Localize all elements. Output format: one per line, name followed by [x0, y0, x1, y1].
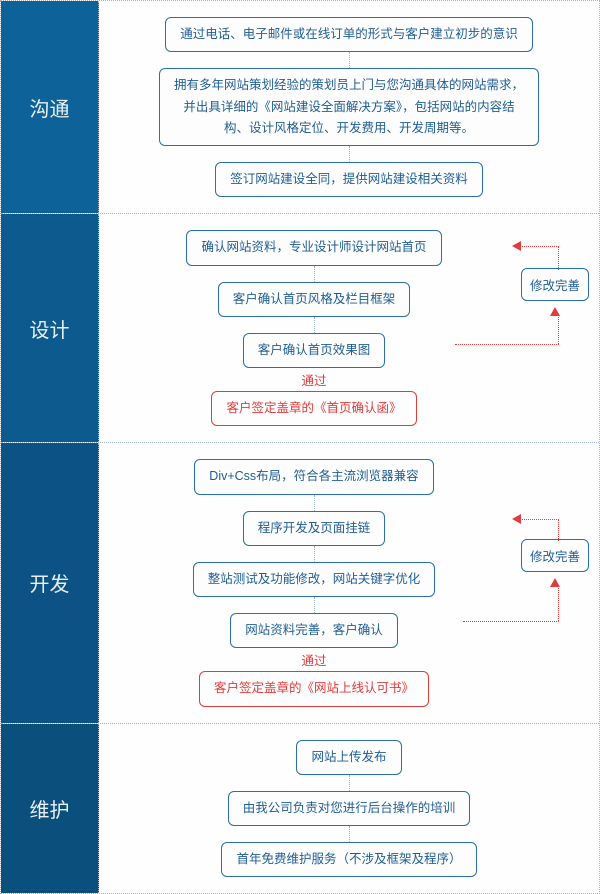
feedback-line [558, 314, 559, 344]
node-c3: 签订网站建设全同，提供网站建设相关资料 [215, 162, 483, 197]
edge [349, 826, 350, 842]
edge [349, 775, 350, 791]
stage-label-text: 开发 [30, 568, 70, 597]
stage-label-text: 设计 [30, 314, 70, 343]
feedback-line [519, 519, 559, 520]
node-c1: 通过电话、电子邮件或在线订单的形式与客户建立初步的意识 [165, 17, 533, 52]
feedback-design: 修改完善 [521, 268, 589, 316]
node-e2: 程序开发及页面挂链 [243, 511, 386, 546]
node-d4: 客户签定盖章的《首页确认函》 [211, 391, 416, 426]
stage-content-design: 确认网站资料，专业设计师设计网站首页 客户确认首页风格及栏目框架 客户确认首页效… [99, 214, 599, 442]
node-m1: 网站上传发布 [296, 740, 401, 775]
node-c2: 拥有多年网站策划经验的策划员上门与您沟通具体的网站需求，并出具详细的《网站建设全… [159, 68, 539, 146]
node-m2: 由我公司负责对您进行后台操作的培训 [228, 791, 471, 826]
stage-content-communication: 通过电话、电子邮件或在线订单的形式与客户建立初步的意识 拥有多年网站策划经验的策… [99, 1, 599, 213]
edge [314, 546, 315, 562]
node-d1: 确认网站资料，专业设计师设计网站首页 [186, 230, 441, 265]
stage-label-maintenance: 维护 [1, 724, 99, 894]
edge [349, 52, 350, 68]
node-e3: 整站测试及功能修改，网站关键字优化 [193, 562, 436, 597]
feedback-line [558, 519, 559, 541]
stage-label-text: 维护 [30, 794, 70, 823]
stage-label-text: 沟通 [30, 93, 70, 122]
edge [314, 597, 315, 613]
stage-label-development: 开发 [1, 443, 99, 722]
node-d3: 客户确认首页效果图 [243, 333, 386, 368]
node-e5: 客户签定盖章的《网站上线认可书》 [199, 671, 429, 706]
feedback-line [558, 246, 559, 270]
edge [314, 266, 315, 282]
pass-label-dev: 通过 [301, 650, 326, 669]
stage-content-development: Div+Css布局，符合各主流浏览器兼容 程序开发及页面挂链 整站测试及功能修改… [99, 443, 599, 722]
node-e4: 网站资料完善，客户确认 [230, 613, 398, 648]
stage-development: 开发 Div+Css布局，符合各主流浏览器兼容 程序开发及页面挂链 整站测试及功… [1, 443, 599, 723]
edge [349, 146, 350, 162]
edge [314, 317, 315, 333]
stage-maintenance: 维护 网站上传发布 由我公司负责对您进行后台操作的培训 首年免费维护服务（不涉及… [1, 724, 599, 894]
feedback-line [519, 246, 559, 247]
stage-communication: 沟通 通过电话、电子邮件或在线订单的形式与客户建立初步的意识 拥有多年网站策划经… [1, 1, 599, 214]
stage-content-maintenance: 网站上传发布 由我公司负责对您进行后台操作的培训 首年免费维护服务（不涉及框架及… [99, 724, 599, 894]
feedback-label-design: 修改完善 [521, 268, 589, 301]
pass-label-design: 通过 [301, 370, 326, 389]
feedback-line [455, 344, 559, 345]
stage-label-design: 设计 [1, 214, 99, 442]
stage-label-communication: 沟通 [1, 1, 99, 213]
node-d2: 客户确认首页风格及栏目框架 [218, 282, 411, 317]
node-e1: Div+Css布局，符合各主流浏览器兼容 [194, 459, 433, 494]
edge [314, 495, 315, 511]
flowchart-container: 沟通 通过电话、电子邮件或在线订单的形式与客户建立初步的意识 拥有多年网站策划经… [0, 0, 600, 894]
feedback-development: 修改完善 [521, 539, 589, 587]
node-m3: 首年免费维护服务（不涉及框架及程序） [221, 842, 476, 877]
feedback-line [463, 621, 559, 622]
stage-design: 设计 确认网站资料，专业设计师设计网站首页 客户确认首页风格及栏目框架 客户确认… [1, 214, 599, 443]
feedback-label-dev: 修改完善 [521, 539, 589, 572]
feedback-line [558, 585, 559, 621]
